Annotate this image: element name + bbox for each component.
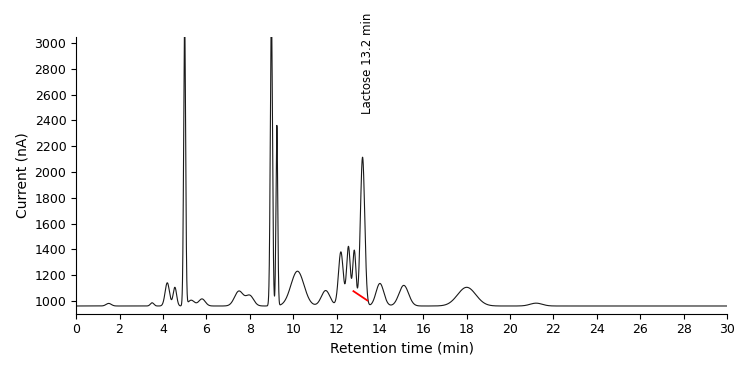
- Y-axis label: Current (nA): Current (nA): [15, 132, 29, 218]
- X-axis label: Retention time (min): Retention time (min): [329, 342, 473, 356]
- Text: Lactose 13.2 min: Lactose 13.2 min: [362, 13, 374, 114]
